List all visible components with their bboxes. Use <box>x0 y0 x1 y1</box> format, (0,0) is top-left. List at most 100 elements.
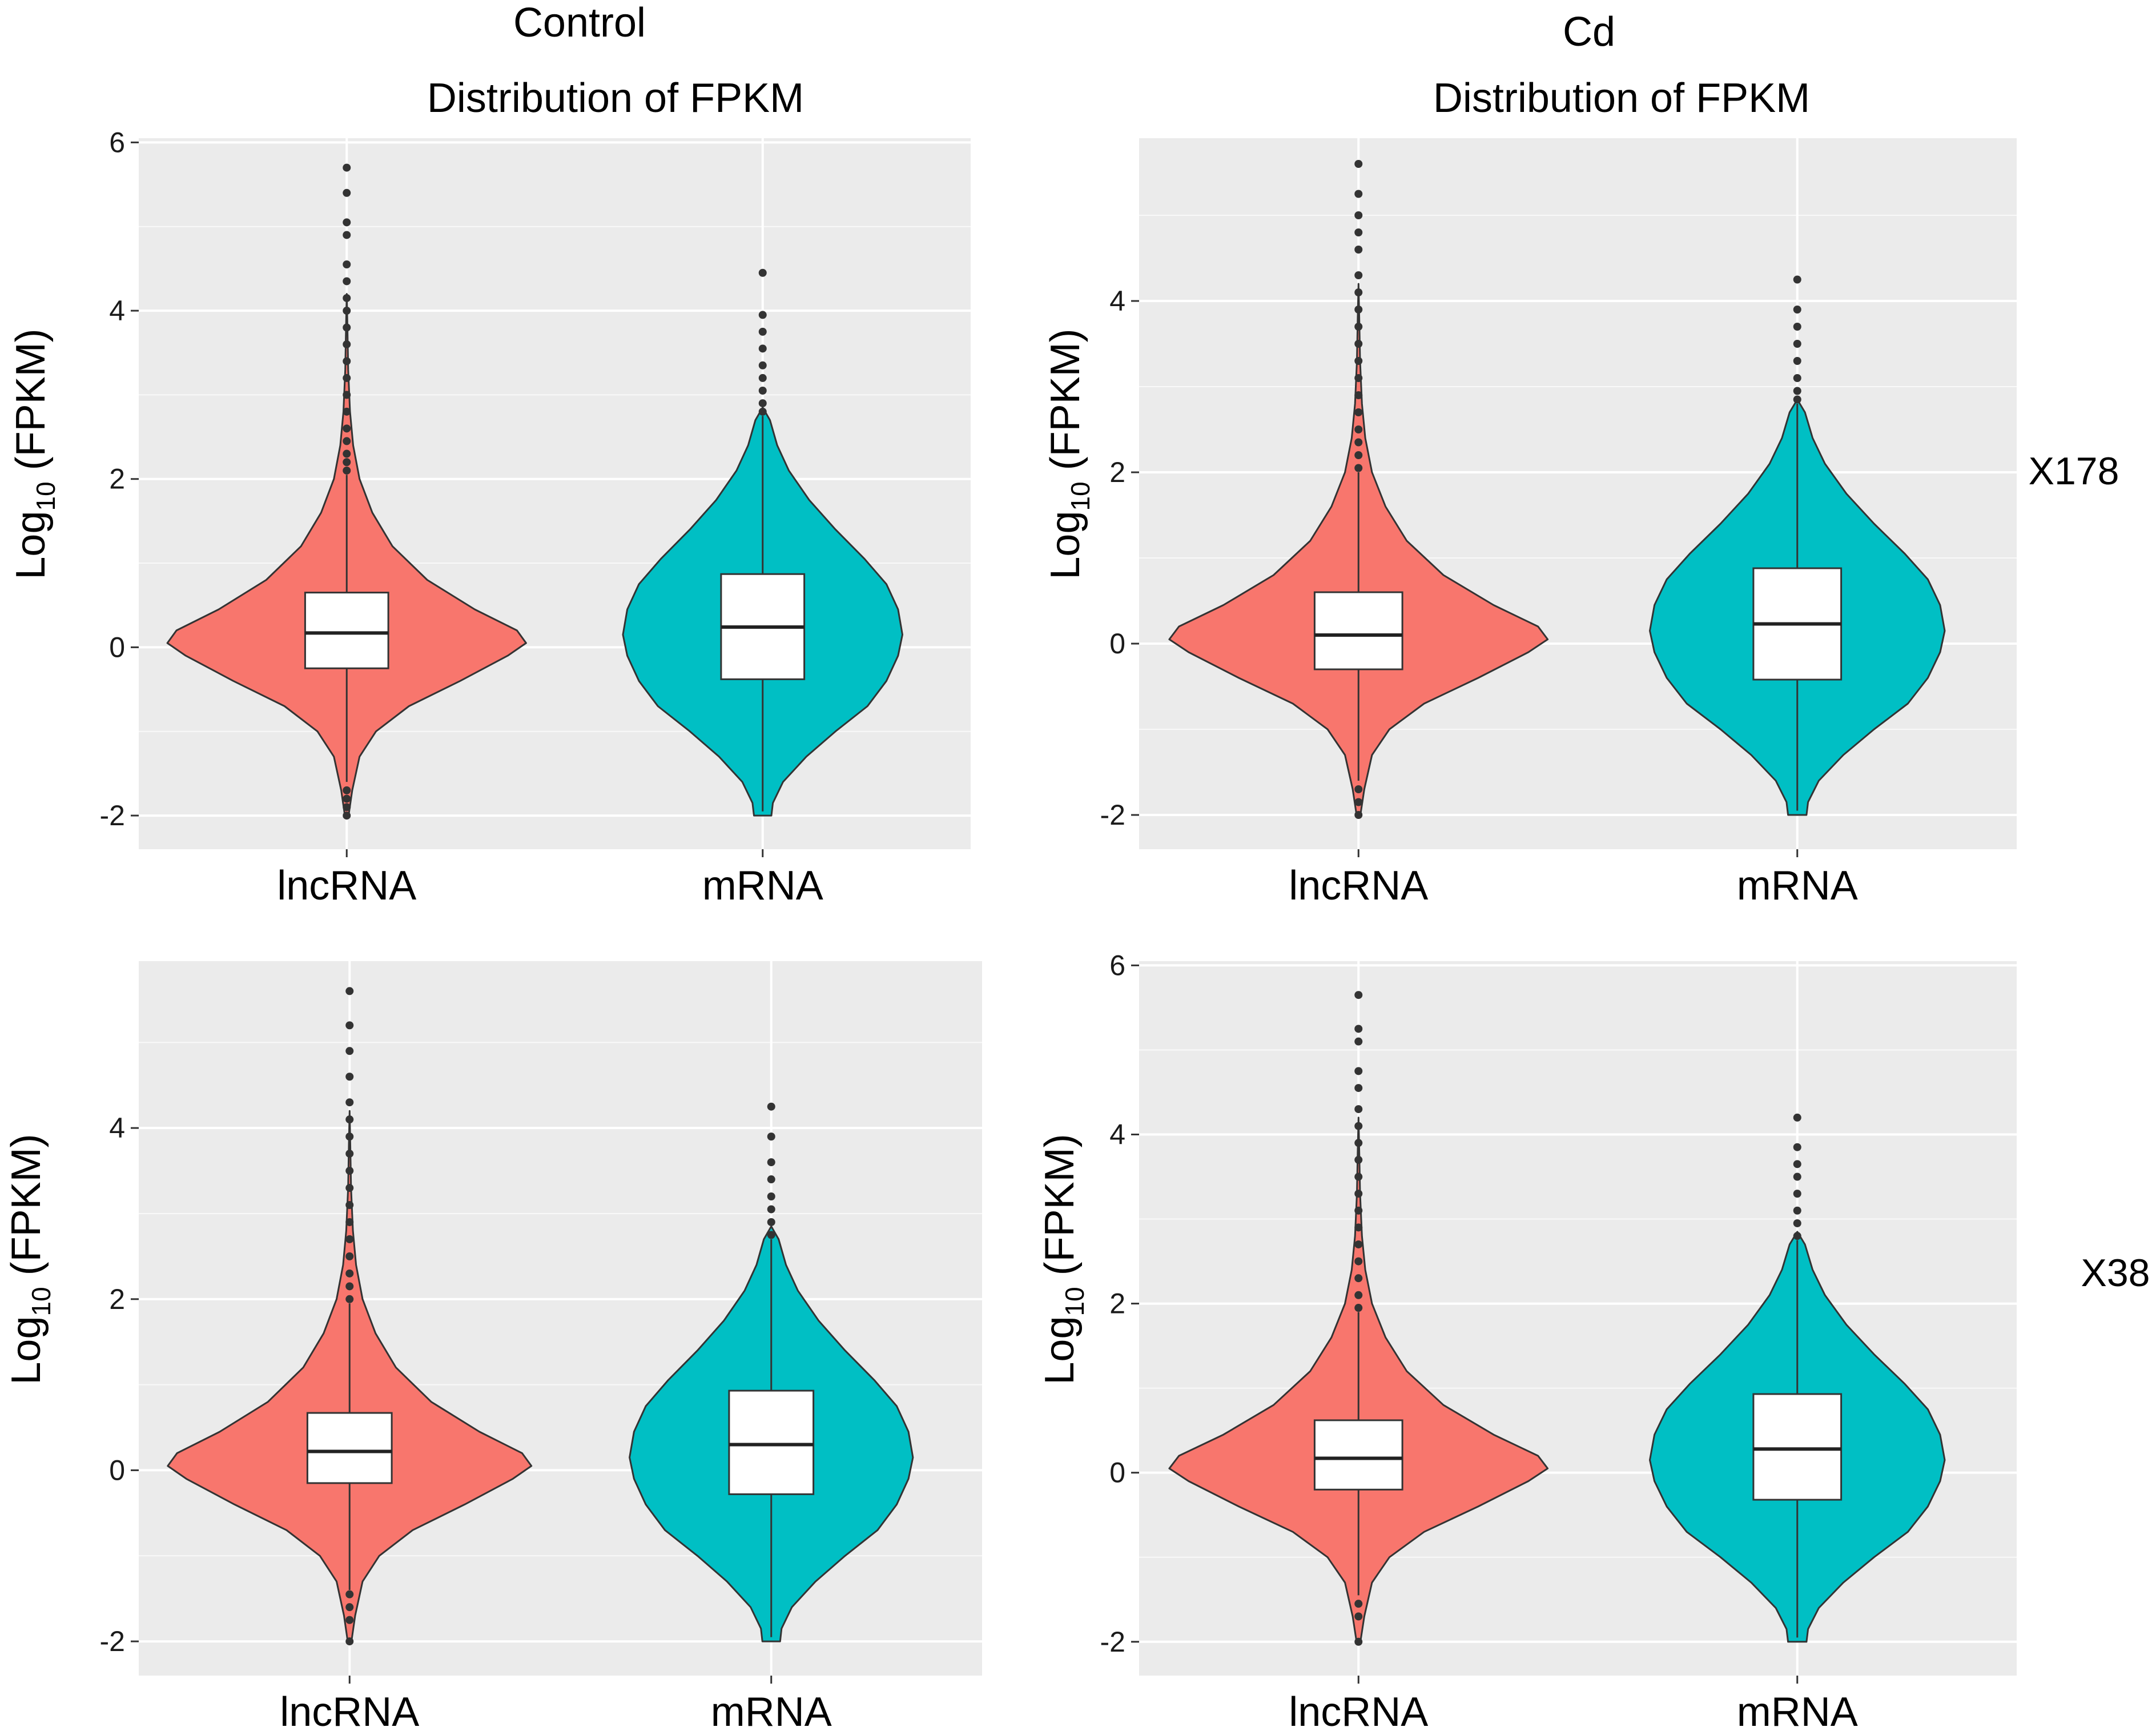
outlier-point <box>343 407 351 416</box>
y-tick-label: 4 <box>109 1112 125 1144</box>
y-tick-label: 4 <box>109 295 125 327</box>
outlier-point <box>1354 160 1363 168</box>
outlier-point <box>345 1150 354 1158</box>
y-axis-label-cd-x38: Log10 (FPKM) <box>1037 1134 1089 1384</box>
outlier-point <box>345 1098 354 1107</box>
y-tick-label: 2 <box>109 1283 125 1315</box>
outlier-point <box>345 1132 354 1141</box>
x-tick-label-lncrna: lncRNA <box>280 1689 419 1727</box>
y-tick-label: 4 <box>1109 1118 1125 1150</box>
outlier-point <box>1354 211 1363 219</box>
panel-cd-x38: 6 4 2 0 -2 lncRNA mRNA <box>1100 949 2017 1727</box>
panel-title-cd-x178: Distribution of FPKM <box>1433 75 1810 121</box>
column-label-control: Control <box>513 0 646 46</box>
outlier-point <box>343 357 351 366</box>
outlier-point <box>345 1235 354 1243</box>
outlier-point <box>1354 785 1363 793</box>
outlier-point <box>1354 1139 1363 1147</box>
outlier-point <box>758 311 767 319</box>
outlier-point <box>345 1269 354 1278</box>
box-mrna <box>728 1389 815 1495</box>
outlier-point <box>345 1637 354 1646</box>
outlier-point <box>343 188 351 197</box>
outlier-point <box>758 344 767 353</box>
outlier-point <box>1354 1122 1363 1130</box>
y-tick-label: -2 <box>100 1625 125 1657</box>
outlier-point <box>1354 323 1363 331</box>
y-tick-label: 6 <box>1109 949 1125 981</box>
outlier-point <box>1793 1206 1801 1215</box>
y-tick-label: 0 <box>109 631 125 663</box>
row-label-x38: X38 <box>2081 1251 2150 1295</box>
outlier-point <box>767 1205 775 1214</box>
panel-control-x178: 6 4 2 0 -2 lncRNA mRNA <box>100 126 971 909</box>
outlier-point <box>1793 374 1801 382</box>
outlier-point <box>767 1218 775 1226</box>
outlier-point <box>1354 228 1363 236</box>
outlier-point <box>1354 357 1363 365</box>
outlier-point <box>1354 991 1363 999</box>
x-tick-label-mrna: mRNA <box>702 863 823 909</box>
outlier-point <box>1793 395 1801 404</box>
outlier-point <box>343 323 351 332</box>
row-label-x178: X178 <box>2029 449 2119 493</box>
outlier-point <box>343 803 351 812</box>
y-tick-label: 2 <box>1109 456 1125 488</box>
outlier-point <box>758 268 767 277</box>
outlier-point <box>343 437 351 445</box>
outlier-point <box>1354 1240 1363 1248</box>
outlier-point <box>1354 1291 1363 1299</box>
outlier-point <box>345 1021 354 1030</box>
outlier-point <box>1793 1113 1801 1122</box>
y-tick-label: 6 <box>109 126 125 158</box>
outlier-point <box>1354 798 1363 806</box>
outlier-point <box>1354 451 1363 459</box>
outlier-point <box>1354 1274 1363 1283</box>
y-tick-label: -2 <box>1100 1626 1125 1658</box>
panel-control-x38: 4 2 0 -2 lncRNA mRNA <box>100 961 982 1727</box>
x-tick-label-mrna: mRNA <box>1737 863 1858 909</box>
outlier-point <box>343 163 351 172</box>
outlier-point <box>1793 1219 1801 1227</box>
outlier-point <box>343 373 351 382</box>
column-label-cd: Cd <box>1563 9 1615 55</box>
y-tick-label: 0 <box>109 1454 125 1486</box>
outlier-point <box>1793 1160 1801 1168</box>
y-tick-label: 2 <box>1109 1288 1125 1320</box>
outlier-point <box>1354 1303 1363 1312</box>
outlier-point <box>1354 1084 1363 1093</box>
outlier-point <box>345 1590 354 1599</box>
outlier-point <box>767 1132 775 1141</box>
outlier-point <box>345 1252 354 1260</box>
outlier-point <box>1793 1190 1801 1198</box>
outlier-point <box>758 407 767 416</box>
outlier-point <box>343 307 351 315</box>
outlier-point <box>1354 288 1363 296</box>
outlier-point <box>758 327 767 336</box>
x-tick-label-mrna: mRNA <box>711 1689 832 1727</box>
outlier-point <box>343 786 351 794</box>
panel-title-control-x178: Distribution of FPKM <box>427 75 804 121</box>
y-tick-label: -2 <box>100 800 125 832</box>
y-tick-label: 0 <box>1109 628 1125 660</box>
outlier-point <box>345 1295 354 1303</box>
outlier-point <box>1354 464 1363 472</box>
outlier-point <box>1354 1067 1363 1075</box>
outlier-point <box>345 1218 354 1226</box>
outlier-point <box>1354 374 1363 382</box>
outlier-point <box>758 387 767 395</box>
outlier-point <box>1793 387 1801 395</box>
outlier-point <box>1354 246 1363 254</box>
outlier-point <box>758 361 767 370</box>
outlier-point <box>1354 408 1363 416</box>
outlier-point <box>1354 1172 1363 1181</box>
outlier-point <box>345 1167 354 1175</box>
outlier-point <box>758 373 767 382</box>
outlier-point <box>1354 1105 1363 1114</box>
outlier-point <box>1354 1600 1363 1608</box>
outlier-point <box>1354 391 1363 399</box>
outlier-point <box>767 1102 775 1111</box>
outlier-point <box>345 1616 354 1624</box>
outlier-point <box>345 1047 354 1055</box>
outlier-point <box>1354 1037 1363 1046</box>
